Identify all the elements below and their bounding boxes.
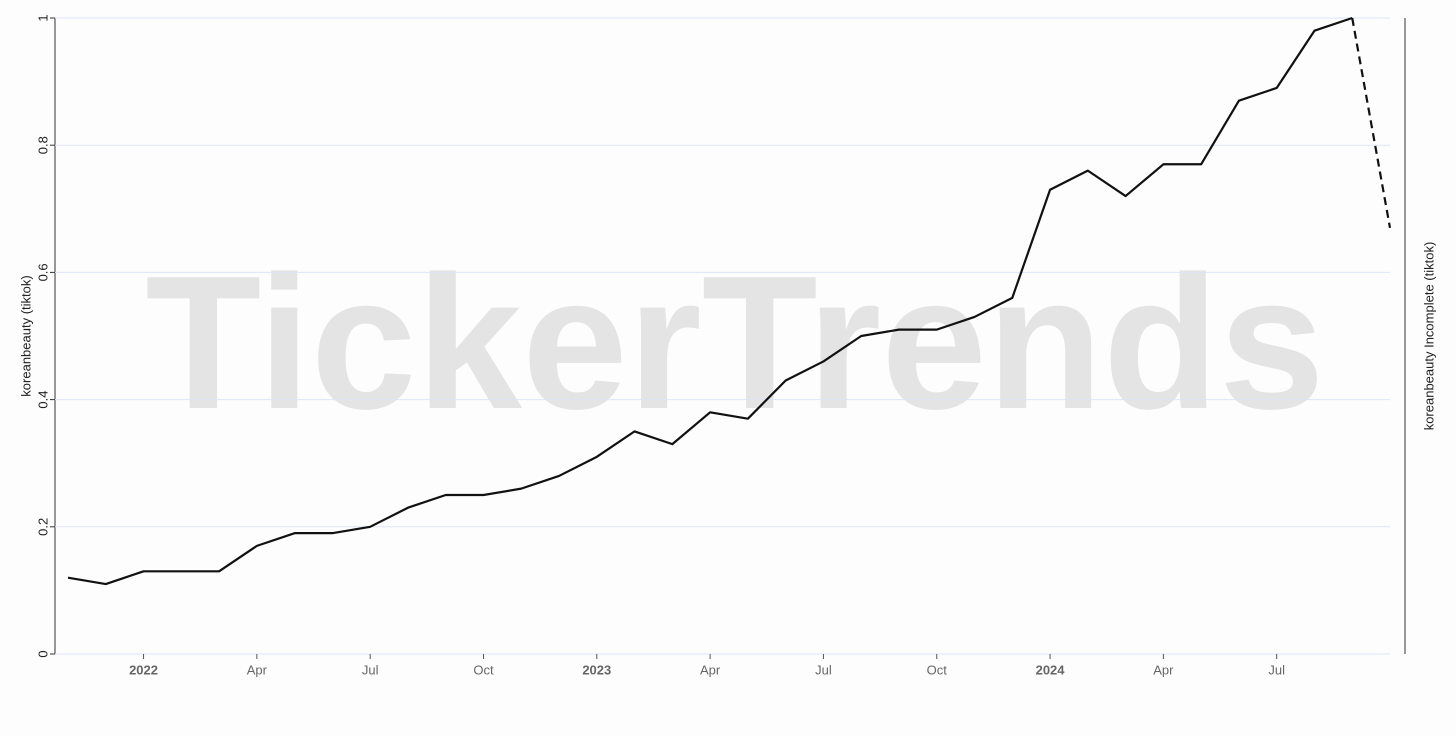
- x-tick-label: Jul: [815, 662, 832, 677]
- x-tick-label: Jul: [362, 662, 379, 677]
- x-tick-label: Oct: [473, 662, 494, 677]
- y-tick-label: 0.6: [35, 263, 50, 281]
- x-tick-label: Jul: [1268, 662, 1285, 677]
- y-tick-label: 0.2: [35, 518, 50, 536]
- y-tick-label: 0.8: [35, 136, 50, 154]
- x-tick-label: Oct: [927, 662, 948, 677]
- x-tick-label: Apr: [247, 662, 268, 677]
- x-tick-label: 2022: [129, 662, 158, 677]
- y-tick-label: 1: [35, 14, 50, 21]
- y-axis-label: koreanbeauty (tiktok): [18, 275, 33, 396]
- x-tick-label: Apr: [1153, 662, 1174, 677]
- x-tick-label: 2024: [1036, 662, 1066, 677]
- x-tick-label: Apr: [700, 662, 721, 677]
- y-tick-label: 0.4: [35, 391, 50, 409]
- dashed-line: [1351, 17, 1392, 229]
- y-tick-label: 0: [35, 650, 50, 657]
- x-tick-label: 2023: [582, 662, 611, 677]
- line: [67, 16, 1353, 586]
- y2-axis-label: koreanbeauty Incomplete (tiktok): [1421, 242, 1436, 431]
